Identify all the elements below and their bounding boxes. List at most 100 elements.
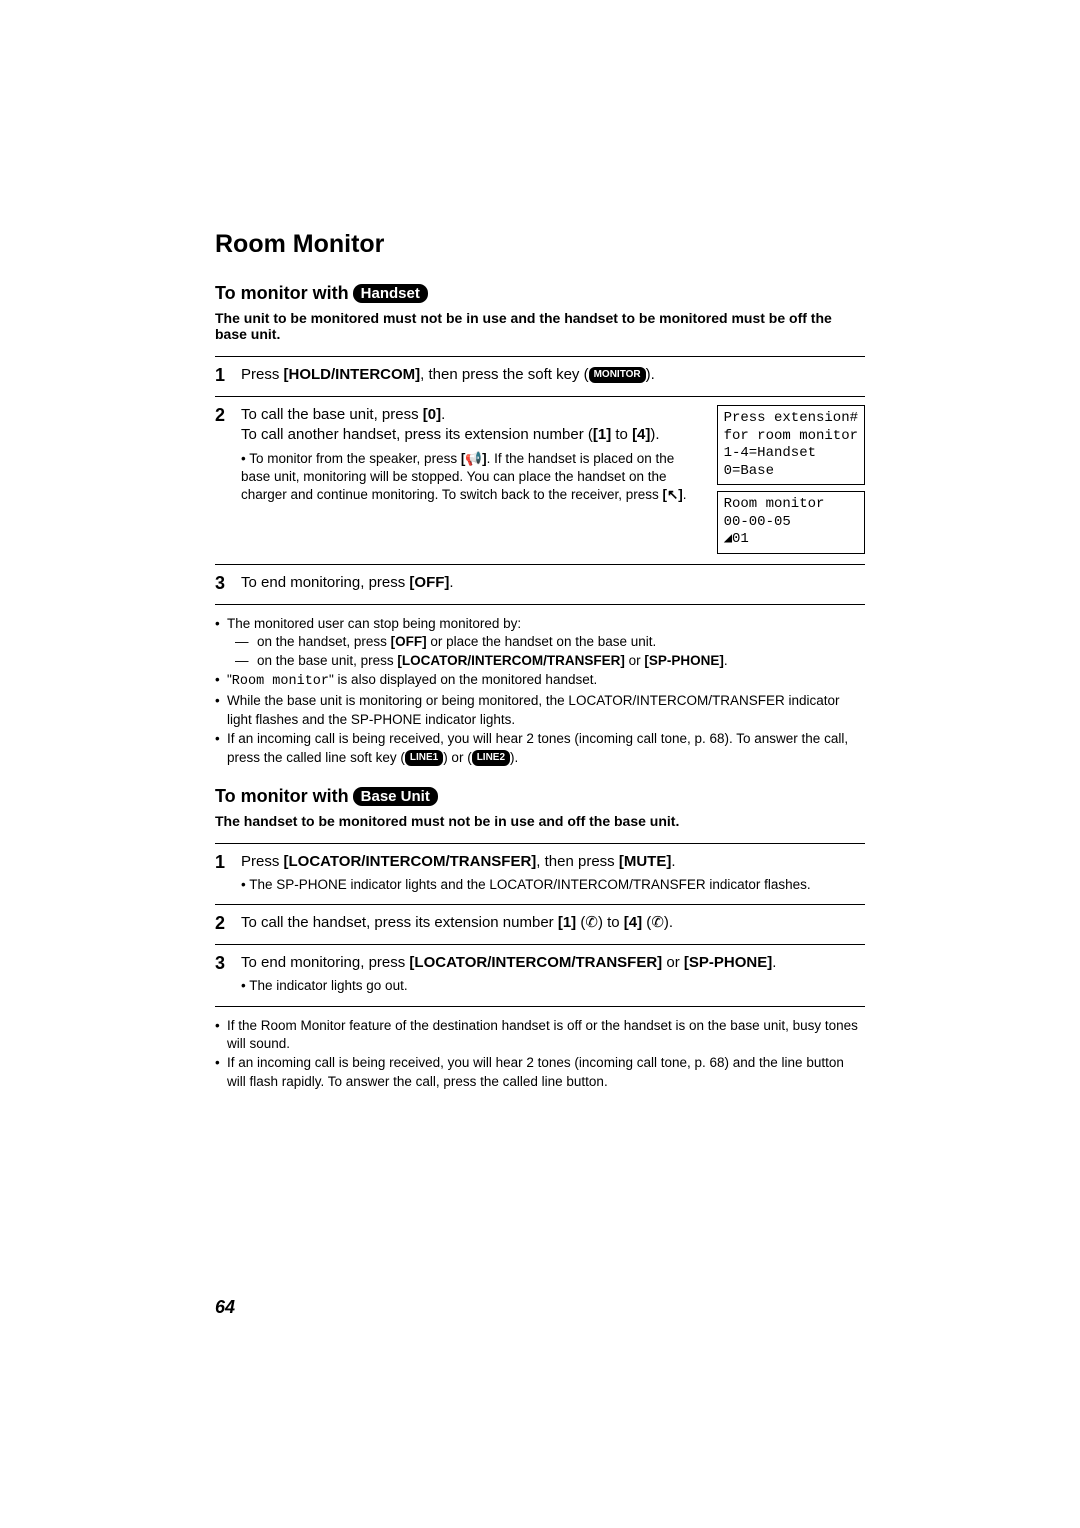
t: .	[669, 914, 673, 931]
t: To call the base unit, press	[241, 406, 423, 423]
t: [OFF]	[391, 634, 427, 649]
t: While the base unit is monitoring or bei…	[227, 692, 865, 730]
base-heading: To monitor with Base Unit	[215, 786, 865, 807]
line1-pill: LINE1	[405, 750, 443, 766]
t: ) or (	[443, 750, 472, 765]
t: To monitor from the speaker, press	[249, 451, 461, 466]
receiver-key-icon: [↖]	[662, 487, 682, 502]
t: Press	[241, 366, 284, 383]
t: To call the handset, press its extension…	[241, 914, 558, 931]
handset-step-3: 3 To end monitoring, press [OFF].	[215, 564, 865, 605]
bullet-icon: •	[215, 1017, 227, 1055]
handset-icon: ✆	[651, 914, 664, 931]
base-pill: Base Unit	[353, 787, 438, 806]
t: ).	[510, 750, 518, 765]
base-notes: •If the Room Monitor feature of the dest…	[215, 1017, 865, 1093]
base-heading-prefix: To monitor with	[215, 786, 349, 807]
t: [OFF]	[409, 574, 449, 591]
lcd-screens: Press extension# for room monitor 1-4=Ha…	[717, 405, 865, 554]
t: Press	[241, 853, 284, 870]
handset-heading-prefix: To monitor with	[215, 283, 349, 304]
bullet-icon: •	[215, 671, 227, 692]
t: [LOCATOR/INTERCOM/TRANSFER]	[397, 653, 624, 668]
handset-notes: •The monitored user can stop being monit…	[215, 615, 865, 768]
step-number: 3	[215, 953, 231, 974]
t: on the base unit, press [LOCATOR/INTERCO…	[257, 652, 728, 671]
lcd-screen-1: Press extension# for room monitor 1-4=Ha…	[717, 405, 865, 485]
step-body: To call the base unit, press [0]. To cal…	[241, 405, 695, 446]
page-title: Room Monitor	[215, 230, 865, 259]
page-number: 64	[215, 1297, 235, 1318]
t: [0]	[423, 406, 441, 423]
t: To end monitoring, press	[241, 574, 409, 591]
t: "Room monitor" is also displayed on the …	[227, 671, 597, 692]
step-sub: To monitor from the speaker, press [📢]. …	[241, 450, 695, 505]
step-number: 2	[215, 405, 231, 426]
t: To end monitoring, press	[241, 954, 409, 971]
t: " is also displayed on the monitored han…	[329, 672, 597, 687]
handset-intro: The unit to be monitored must not be in …	[215, 310, 865, 342]
t: to	[611, 426, 632, 443]
t: or	[662, 954, 684, 971]
line2-pill: LINE2	[472, 750, 510, 766]
t: , then press	[536, 853, 619, 870]
t: If the Room Monitor feature of the desti…	[227, 1017, 865, 1055]
t: .	[671, 853, 675, 870]
t: [LOCATOR/INTERCOM/TRANSFER]	[284, 853, 537, 870]
t: [HOLD/INTERCOM]	[284, 366, 421, 383]
t: .	[449, 574, 453, 591]
step-number: 1	[215, 852, 231, 873]
t: [SP-PHONE]	[684, 954, 772, 971]
t: ).	[650, 426, 659, 443]
handset-heading: To monitor with Handset	[215, 283, 865, 304]
handset-step-1: 1 Press [HOLD/INTERCOM], then press the …	[215, 356, 865, 396]
t: .	[772, 954, 776, 971]
step-number: 2	[215, 913, 231, 934]
dash-icon: —	[235, 633, 257, 652]
step-body: Press [HOLD/INTERCOM], then press the so…	[241, 365, 865, 385]
step-number: 1	[215, 365, 231, 386]
t: ).	[646, 366, 655, 383]
t: on the base unit, press	[257, 653, 397, 668]
bullet-icon: •	[215, 1054, 227, 1092]
step-body: Press [LOCATOR/INTERCOM/TRANSFER], then …	[241, 852, 865, 894]
t: The indicator lights go out.	[249, 978, 407, 993]
base-step-1: 1 Press [LOCATOR/INTERCOM/TRANSFER], the…	[215, 843, 865, 904]
t: To call another handset, press its exten…	[241, 426, 593, 443]
t: [1]	[593, 426, 611, 443]
bullet	[241, 451, 249, 466]
t: If an incoming call is being received, y…	[227, 731, 848, 765]
t: on the handset, press	[257, 634, 391, 649]
handset-step-2: 2 To call the base unit, press [0]. To c…	[215, 396, 865, 564]
handset-pill: Handset	[353, 284, 428, 303]
monitor-softkey-pill: MONITOR	[589, 367, 646, 383]
t: Room monitor	[232, 674, 329, 689]
t: [SP-PHONE]	[644, 653, 724, 668]
t: .	[724, 653, 728, 668]
bullet-icon: •	[215, 615, 227, 634]
bullet	[241, 978, 249, 993]
lcd-screen-2: Room monitor 00-00-05 ◢01	[717, 491, 865, 554]
t: If an incoming call is being received, y…	[227, 730, 865, 768]
t: or	[625, 653, 645, 668]
step-body: To call the handset, press its extension…	[241, 913, 865, 933]
dash-icon: —	[235, 652, 257, 671]
t: [4]	[632, 426, 650, 443]
t: on the handset, press [OFF] or place the…	[257, 633, 656, 652]
base-intro: The handset to be monitored must not be …	[215, 813, 865, 829]
step-body: To end monitoring, press [OFF].	[241, 573, 865, 593]
base-step-2: 2 To call the handset, press its extensi…	[215, 904, 865, 944]
bullet-icon: •	[215, 730, 227, 768]
handset-icon: ✆	[585, 914, 598, 931]
bullet	[241, 877, 249, 892]
step-body: To end monitoring, press [LOCATOR/INTERC…	[241, 953, 865, 995]
t: The SP-PHONE indicator lights and the LO…	[249, 877, 810, 892]
t: [MUTE]	[619, 853, 672, 870]
t: , then press the soft key (	[420, 366, 588, 383]
t: The monitored user can stop being monito…	[227, 615, 521, 634]
bullet-icon: •	[215, 692, 227, 730]
base-step-3: 3 To end monitoring, press [LOCATOR/INTE…	[215, 944, 865, 1006]
step-number: 3	[215, 573, 231, 594]
t: If an incoming call is being received, y…	[227, 1054, 865, 1092]
t: .	[683, 487, 687, 502]
